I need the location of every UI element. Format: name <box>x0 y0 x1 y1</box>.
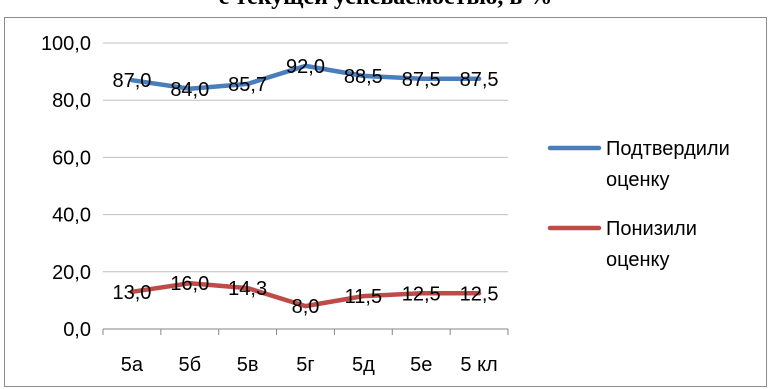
y-tick-label: 0,0 <box>63 319 91 341</box>
x-tick-label: 5в <box>237 354 259 376</box>
y-tick-label: 20,0 <box>52 262 91 284</box>
y-tick-label: 80,0 <box>52 90 91 112</box>
data-label: 85,7 <box>228 74 267 96</box>
data-label: 84,0 <box>170 79 209 101</box>
x-tick-label: 5 кл <box>460 354 497 376</box>
legend-label: Подтвердили <box>606 138 730 160</box>
data-label: 12,5 <box>402 283 441 305</box>
legend-label: Понизили <box>606 218 697 240</box>
data-label: 87,5 <box>460 69 499 91</box>
x-tick-label: 5д <box>352 354 375 376</box>
chart-frame <box>4 17 767 387</box>
data-label: 88,5 <box>344 66 383 88</box>
data-label: 16,0 <box>170 273 209 295</box>
y-tick-label: 60,0 <box>52 147 91 169</box>
data-label: 87,0 <box>112 70 151 92</box>
data-label: 87,5 <box>402 69 441 91</box>
data-label: 14,3 <box>228 278 267 300</box>
chart-title: с текущей успеваемостью, в % <box>0 0 771 11</box>
y-tick-label: 100,0 <box>41 33 91 55</box>
x-tick-label: 5е <box>410 354 432 376</box>
data-label: 11,5 <box>345 286 382 308</box>
data-label: 92,0 <box>286 56 325 78</box>
x-tick-label: 5г <box>296 354 314 376</box>
series-line-0 <box>129 63 482 92</box>
y-tick-label: 40,0 <box>52 205 91 227</box>
legend-label: оценку <box>606 249 670 271</box>
series-line-1 <box>129 280 482 309</box>
data-label: 8,0 <box>292 296 320 318</box>
x-tick-label: 5б <box>178 354 201 376</box>
x-tick-label: 5а <box>121 354 144 376</box>
data-label: 13,0 <box>112 282 151 304</box>
data-label: 12,5 <box>460 283 499 305</box>
legend-label: оценку <box>606 169 670 191</box>
